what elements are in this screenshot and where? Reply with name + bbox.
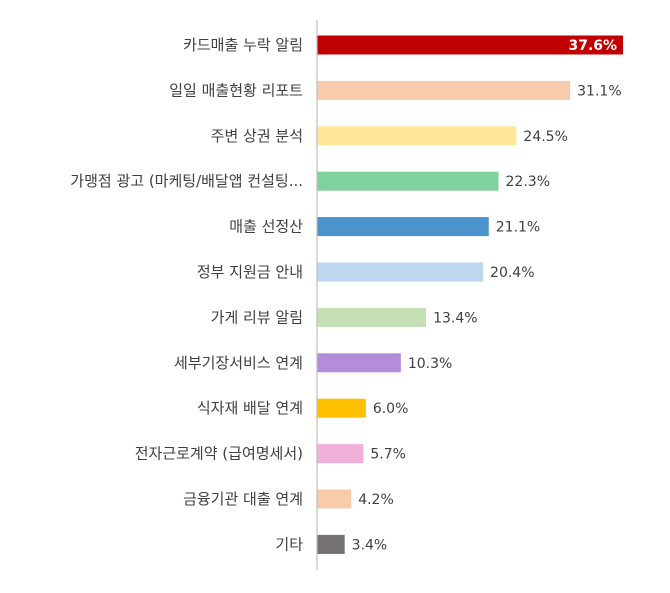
category-label: 금융기관 대출 연계: [183, 490, 303, 508]
bar: [317, 171, 499, 191]
value-label: 4.2%: [358, 492, 394, 508]
bar: [317, 398, 366, 418]
category-label: 가게 리뷰 알림: [211, 308, 303, 326]
value-label: 22.3%: [506, 174, 550, 190]
category-label: 세부기장서비스 연계: [174, 354, 303, 372]
bar: [317, 444, 364, 464]
bar: [317, 534, 345, 554]
value-labels: 37.6% 31.1% 24.5% 22.3% 21.1% 20.4% 13.4% 10.3%…: [352, 38, 622, 553]
bar: [317, 307, 427, 327]
bar: [317, 35, 624, 55]
category-label: 기타: [275, 535, 303, 553]
bars: [317, 35, 624, 554]
value-label: 20.4%: [490, 265, 534, 281]
category-label: 카드매출 누락 알림: [183, 36, 303, 54]
value-label: 6.0%: [373, 401, 409, 417]
bar: [317, 126, 517, 146]
category-label: 매출 선정산: [229, 218, 303, 236]
value-label: 21.1%: [496, 220, 540, 236]
category-label: 식자재 배달 연계: [197, 399, 303, 417]
category-label: 정부 지원금 안내: [197, 263, 303, 281]
bar: [317, 80, 571, 100]
value-label: 24.5%: [523, 129, 567, 145]
value-label: 5.7%: [370, 447, 406, 463]
bar: [317, 262, 484, 282]
category-label: 주변 상권 분석: [211, 127, 303, 145]
value-label: 3.4%: [352, 537, 388, 553]
category-label: 가맹점 광고 (마케팅/배달앱 컨설팅...: [70, 172, 303, 190]
value-label: 10.3%: [408, 356, 452, 372]
value-label: 31.1%: [577, 83, 621, 99]
category-label: 전자근로계약 (급여명세서): [135, 445, 303, 463]
value-label: 13.4%: [433, 310, 477, 326]
bar: [317, 217, 489, 237]
bar: [317, 353, 401, 373]
value-label: 37.6%: [568, 38, 617, 54]
category-label: 일일 매출현황 리포트: [169, 81, 303, 99]
bar: [317, 489, 352, 509]
